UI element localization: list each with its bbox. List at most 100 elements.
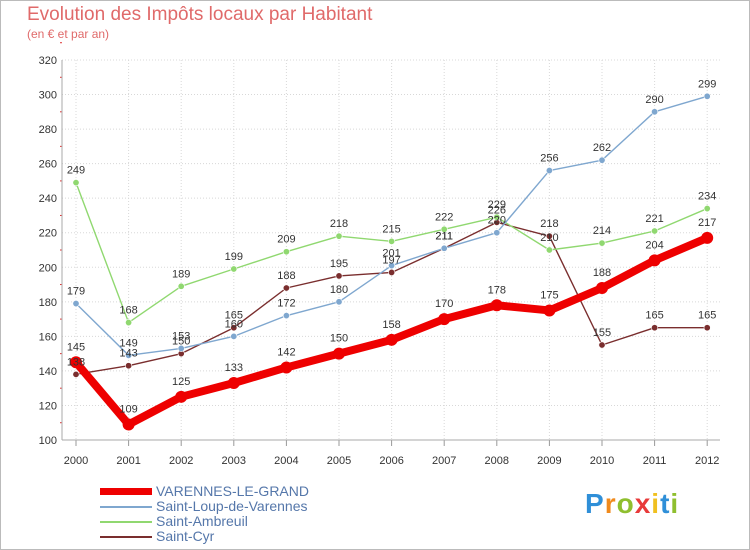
data-label: 226: [488, 204, 506, 216]
data-point: [651, 227, 659, 235]
x-tick-label: 2009: [537, 455, 561, 467]
data-point: [282, 312, 290, 320]
y-tick-label: 220: [39, 228, 57, 240]
data-point: [177, 282, 185, 290]
data-label: 179: [67, 286, 85, 298]
legend-swatch: [100, 488, 152, 495]
data-label: 138: [67, 356, 85, 368]
data-label: 218: [540, 218, 558, 230]
legend-label: Saint-Loup-de-Varennes: [156, 498, 308, 514]
data-label: 170: [435, 298, 453, 310]
data-label: 211: [435, 230, 453, 242]
data-point: [335, 298, 343, 306]
y-tick-label: 300: [39, 90, 57, 102]
data-label: 150: [330, 333, 348, 345]
data-label: 165: [225, 310, 243, 322]
series-lines: [70, 92, 714, 431]
data-point: [72, 370, 80, 378]
data-point: [440, 244, 448, 252]
data-label: 299: [698, 78, 716, 90]
data-label: 153: [172, 330, 190, 342]
x-tick-label: 2012: [695, 455, 719, 467]
logo-letter: r: [604, 488, 617, 519]
y-tick-label: 320: [39, 55, 57, 67]
x-tick-label: 2011: [643, 455, 667, 467]
y-tick-label: 160: [39, 331, 57, 343]
data-point: [703, 205, 711, 213]
legend-swatch: [100, 506, 152, 508]
legend-label: Saint-Ambreuil: [156, 513, 248, 529]
x-tick-label: 2001: [116, 455, 140, 467]
data-label: 211: [435, 230, 453, 242]
data-label: 229: [488, 199, 506, 211]
data-point: [177, 344, 185, 352]
data-point: [230, 265, 238, 273]
data-point: [388, 262, 396, 270]
data-label: 158: [382, 319, 400, 331]
x-tick-label: 2003: [222, 455, 246, 467]
x-tick-label: 2005: [327, 455, 351, 467]
data-point: [175, 390, 188, 403]
data-label: 249: [67, 165, 85, 177]
data-point: [701, 231, 714, 244]
data-label: 178: [488, 284, 506, 296]
data-label: 165: [698, 310, 716, 322]
data-point: [545, 232, 553, 240]
data-point: [125, 362, 133, 370]
data-label: 221: [645, 213, 663, 225]
data-point: [70, 356, 82, 369]
logo-letter: t: [660, 488, 671, 519]
data-point: [230, 324, 238, 332]
data-point: [335, 232, 343, 240]
data-label: 209: [277, 234, 295, 246]
data-point: [440, 225, 448, 233]
data-point: [388, 237, 396, 245]
data-label: 210: [540, 232, 558, 244]
data-point: [651, 324, 659, 332]
data-label: 290: [645, 94, 663, 106]
data-point: [438, 313, 451, 326]
data-point: [490, 299, 503, 312]
chart-subtitle: (en € et par an): [27, 27, 110, 41]
data-label: 201: [382, 248, 400, 260]
data-labels: 138 143 150 165 188 195 197 211 226 218 155 165 165 2…: [67, 78, 717, 415]
data-point: [493, 213, 501, 221]
data-point: [335, 272, 343, 280]
x-tick-label: 2000: [64, 455, 88, 467]
data-label: 168: [119, 305, 137, 317]
data-label: 125: [172, 376, 190, 388]
y-tick-label: 140: [39, 366, 57, 378]
data-label: 256: [540, 153, 558, 165]
data-point: [545, 167, 553, 175]
data-label: 172: [277, 298, 295, 310]
data-point: [385, 333, 398, 346]
legend-swatch: [100, 536, 152, 538]
data-point: [543, 304, 556, 317]
data-label: 155: [593, 327, 611, 339]
data-label: 133: [225, 362, 243, 374]
data-label: 204: [645, 239, 663, 251]
logo-letter: i: [670, 488, 680, 519]
data-label: 215: [382, 223, 400, 235]
data-label: 197: [382, 254, 400, 266]
data-label: 189: [172, 268, 190, 280]
data-point: [598, 341, 606, 349]
data-label: 222: [435, 211, 453, 223]
data-label: 218: [330, 218, 348, 230]
data-point: [388, 268, 396, 276]
data-point: [72, 300, 80, 308]
x-tick-label: 2006: [379, 455, 403, 467]
data-point: [282, 284, 290, 292]
data-point: [125, 351, 133, 359]
data-label: 214: [593, 225, 611, 237]
data-point: [648, 254, 661, 267]
x-tick-label: 2010: [590, 455, 614, 467]
chart-title: Evolution des Impôts locaux par Habitant: [27, 4, 373, 25]
x-tick-label: 2008: [485, 455, 509, 467]
logo-letter: i: [651, 488, 661, 519]
axes: 100 120 140 160 180 200 220 240 260 280 300 320 2000…: [39, 42, 720, 467]
data-label: 165: [645, 310, 663, 322]
data-label: 220: [488, 215, 506, 227]
data-point: [651, 108, 659, 116]
